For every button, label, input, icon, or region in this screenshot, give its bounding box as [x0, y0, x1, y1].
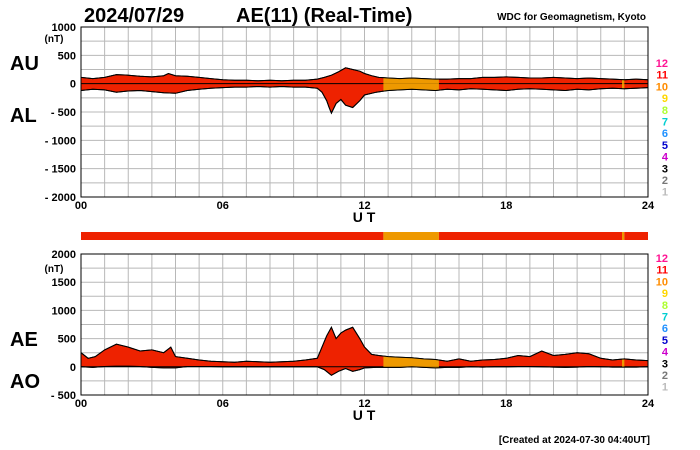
- level-10-fill: [622, 83, 625, 89]
- ao-label: AO: [10, 371, 40, 393]
- activity-level-1: 1: [662, 382, 668, 394]
- activity-level-11: 11: [656, 70, 668, 82]
- activity-level-7: 7: [662, 312, 668, 324]
- activity-level-5: 5: [662, 140, 668, 152]
- activity-level-10: 10: [656, 276, 668, 288]
- x-tick-label: 06: [217, 200, 229, 212]
- activity-level-2: 2: [662, 370, 668, 382]
- au-al-x-axis-label: U T: [353, 209, 376, 225]
- y-tick-label: - 2000: [45, 192, 76, 204]
- x-tick-label: 12: [358, 398, 370, 410]
- created-timestamp: [Created at 2024-07-30 04:40UT]: [499, 435, 650, 446]
- activity-bar-segment-level-10: [383, 232, 439, 240]
- y-tick-label: 1000: [52, 22, 76, 34]
- ae-ao-plot-frame: [80, 253, 649, 396]
- y-tick-label: 1500: [52, 277, 76, 289]
- activity-bar-segment-level-11: [438, 232, 623, 240]
- ae-ao-y-ticks: 2000 1500 1000 500 0 - 500: [51, 249, 76, 402]
- x-tick-label: 00: [75, 398, 87, 410]
- ae-fill: [81, 327, 648, 367]
- au-al-y-ticks: 1000 500 0 - 500 - 1000 - 1500 - 2000: [45, 22, 76, 204]
- date-label: 2024/07/29: [84, 5, 184, 27]
- activity-level-7: 7: [662, 117, 668, 129]
- activity-level-5: 5: [662, 335, 668, 347]
- x-tick-label: 24: [642, 398, 655, 410]
- au-al-unit-label: (nT): [45, 34, 64, 45]
- chart-title: AE(11) (Real-Time): [236, 5, 412, 27]
- ae-ao-unit-label: (nT): [45, 264, 64, 275]
- activity-level-6: 6: [662, 323, 668, 335]
- au-al-plot-frame: [80, 26, 649, 198]
- x-tick-label: 12: [358, 200, 370, 212]
- activity-level-6: 6: [662, 128, 668, 140]
- y-tick-label: 2000: [52, 249, 76, 261]
- series-trace: [80, 85, 649, 115]
- ae-label: AE: [10, 329, 38, 351]
- activity-level-2: 2: [662, 175, 668, 187]
- x-tick-label: 18: [500, 398, 512, 410]
- y-tick-label: - 1000: [45, 135, 76, 147]
- series-trace: [80, 365, 649, 376]
- activity-level-3: 3: [662, 163, 668, 175]
- ae-ao-x-ticks: 00 06 12 18 24: [75, 398, 655, 410]
- al-fill: [81, 83, 648, 114]
- x-tick-label: 24: [642, 200, 655, 212]
- activity-level-9: 9: [662, 288, 668, 300]
- source-label: WDC for Geomagnetism, Kyoto: [497, 12, 646, 23]
- y-tick-label: 500: [58, 50, 76, 62]
- y-tick-label: - 500: [51, 107, 76, 119]
- activity-bar-segment-level-11: [624, 232, 648, 240]
- activity-bar-segment-level-11: [81, 232, 384, 240]
- x-tick-label: 18: [500, 200, 512, 212]
- x-tick-label: 06: [217, 398, 229, 410]
- x-tick-label: 00: [75, 200, 87, 212]
- au-al-x-ticks: 00 06 12 18 24: [75, 200, 655, 212]
- activity-level-4: 4: [662, 152, 669, 164]
- activity-level-9: 9: [662, 93, 668, 105]
- activity-level-8: 8: [662, 105, 668, 117]
- y-tick-label: 0: [70, 362, 76, 374]
- activity-level-11: 11: [656, 265, 668, 277]
- activity-level-1: 1: [662, 187, 668, 199]
- activity-level-12: 12: [656, 58, 668, 70]
- activity-level-3: 3: [662, 358, 668, 370]
- activity-level-12: 12: [656, 253, 668, 265]
- activity-level-bar: [81, 232, 648, 240]
- series-trace: [80, 326, 649, 363]
- ae-ao-grid: [81, 254, 648, 395]
- au-al-grid: [81, 27, 648, 197]
- level-10-fill: [383, 356, 439, 367]
- y-tick-label: 1000: [52, 305, 76, 317]
- au-label: AU: [10, 53, 39, 75]
- series-trace: [80, 67, 649, 82]
- al-label: AL: [10, 105, 37, 127]
- y-tick-label: - 1500: [45, 164, 76, 176]
- activity-bar-segment-level-10: [622, 232, 625, 240]
- level-10-fill: [622, 79, 625, 84]
- level-10-fill: [622, 358, 625, 367]
- level-10-fill: [383, 83, 439, 92]
- activity-level-8: 8: [662, 300, 668, 312]
- y-tick-label: 500: [58, 334, 76, 346]
- y-tick-label: 0: [70, 79, 76, 91]
- ae-ao-x-axis-label: U T: [353, 407, 376, 423]
- activity-level-10: 10: [656, 81, 668, 93]
- y-tick-label: - 500: [51, 390, 76, 402]
- activity-level-4: 4: [662, 347, 669, 359]
- level-10-fill: [383, 77, 439, 84]
